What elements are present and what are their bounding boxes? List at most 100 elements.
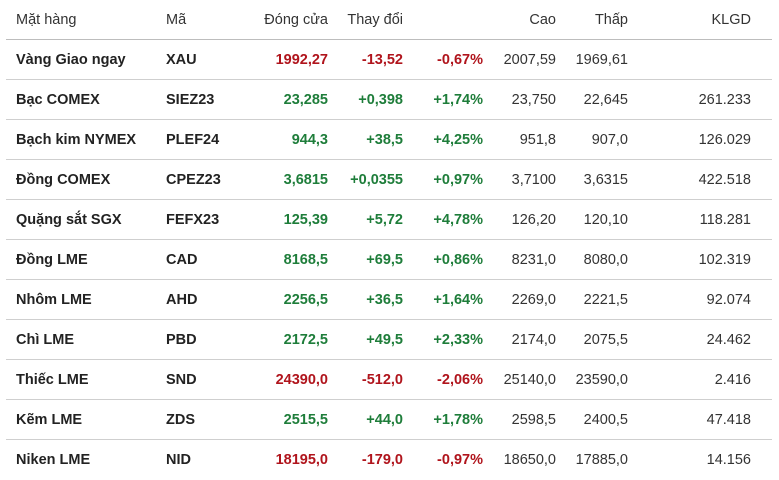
price-change: +36,5 <box>366 291 403 308</box>
commodity-name: Kẽm LME <box>16 411 83 428</box>
trade-volume: 24.462 <box>706 331 751 348</box>
trade-volume: 92.074 <box>706 291 751 308</box>
high-price: 2269,0 <box>511 291 556 308</box>
close-price: 2172,5 <box>283 331 328 348</box>
price-change: +38,5 <box>366 131 403 148</box>
price-change: -512,0 <box>361 371 403 388</box>
close-price: 24390,0 <box>275 371 328 388</box>
trade-volume: 102.319 <box>698 251 751 268</box>
price-change-pct: +4,25% <box>433 131 483 148</box>
low-price: 120,10 <box>583 211 628 228</box>
low-price: 2400,5 <box>583 411 628 428</box>
table-row[interactable]: Vàng Giao ngay XAU 1992,27 -13,52 -0,67% 2007… <box>6 40 772 80</box>
header-close[interactable]: Đóng cửa <box>264 11 328 28</box>
price-change-pct: +0,86% <box>433 251 483 268</box>
commodity-name: Nhôm LME <box>16 291 92 308</box>
table-row[interactable]: Đồng LME CAD 8168,5 +69,5 +0,86% 8231,0 8080,0… <box>6 240 772 280</box>
low-price: 1969,61 <box>575 51 628 68</box>
table-row[interactable]: Niken LME NID 18195,0 -179,0 -0,97% 18650,0 17… <box>6 440 772 480</box>
commodity-code: PBD <box>166 331 197 348</box>
price-change-pct: -0,67% <box>437 51 483 68</box>
commodity-code: AHD <box>166 291 198 308</box>
close-price: 2515,5 <box>283 411 328 428</box>
price-change-pct: +4,78% <box>433 211 483 228</box>
close-price: 23,285 <box>283 91 328 108</box>
commodity-price-table: Mặt hàng Mã Đóng cửa Thay đổi Cao Thấp K… <box>6 0 772 480</box>
high-price: 23,750 <box>511 91 556 108</box>
commodity-code: PLEF24 <box>166 131 220 148</box>
table-row[interactable]: Nhôm LME AHD 2256,5 +36,5 +1,64% 2269,0 2221,5… <box>6 280 772 320</box>
price-change-pct: +1,64% <box>433 291 483 308</box>
table-row[interactable]: Thiếc LME SND 24390,0 -512,0 -2,06% 25140,0 23… <box>6 360 772 400</box>
trade-volume: 2.416 <box>714 371 751 388</box>
price-change: +69,5 <box>366 251 403 268</box>
price-change-pct: +1,74% <box>433 91 483 108</box>
commodity-name: Đồng LME <box>16 251 88 268</box>
close-price: 2256,5 <box>283 291 328 308</box>
trade-volume: 422.518 <box>698 171 751 188</box>
price-change: +0,398 <box>358 91 403 108</box>
low-price: 3,6315 <box>583 171 628 188</box>
close-price: 1992,27 <box>275 51 328 68</box>
commodity-name: Niken LME <box>16 452 91 468</box>
trade-volume: 118.281 <box>699 211 751 228</box>
trade-volume: 47.418 <box>706 411 751 428</box>
commodity-name: Bạch kim NYMEX <box>16 131 137 148</box>
low-price: 907,0 <box>591 131 628 148</box>
table-row[interactable]: Quặng sắt SGX FEFX23 125,39 +5,72 +4,78% 126,… <box>6 200 772 240</box>
high-price: 18650,0 <box>503 452 556 468</box>
table-row[interactable]: Bạch kim NYMEX PLEF24 944,3 +38,5 +4,25% 951,… <box>6 120 772 160</box>
header-name[interactable]: Mặt hàng <box>16 11 77 28</box>
close-price: 944,3 <box>291 131 328 148</box>
price-change-pct: -2,06% <box>437 371 483 388</box>
commodity-name: Vàng Giao ngay <box>16 51 126 68</box>
commodity-code: CPEZ23 <box>166 171 221 188</box>
table-row[interactable]: Kẽm LME ZDS 2515,5 +44,0 +1,78% 2598,5 2400,5 4… <box>6 400 772 440</box>
price-change: +0,0355 <box>350 171 403 188</box>
commodity-code: NID <box>166 452 191 468</box>
price-change-pct: +1,78% <box>433 411 483 428</box>
price-change: +44,0 <box>366 411 403 428</box>
table-row[interactable]: Chì LME PBD 2172,5 +49,5 +2,33% 2174,0 2075,5 2… <box>6 320 772 360</box>
price-change-pct: +0,97% <box>433 171 483 188</box>
commodity-name: Đồng COMEX <box>16 171 111 188</box>
high-price: 3,7100 <box>511 171 556 188</box>
commodity-code: FEFX23 <box>166 211 220 228</box>
low-price: 17885,0 <box>575 452 628 468</box>
header-change[interactable]: Thay đổi <box>347 11 403 28</box>
price-change: -179,0 <box>361 452 403 468</box>
table-row[interactable]: Đồng COMEX CPEZ23 3,6815 +0,0355 +0,97% 3,710… <box>6 160 772 200</box>
table-row[interactable]: Bạc COMEX SIEZ23 23,285 +0,398 +1,74% 23,750 2… <box>6 80 772 120</box>
high-price: 2174,0 <box>511 331 556 348</box>
low-price: 22,645 <box>583 91 628 108</box>
header-volume[interactable]: KLGD <box>711 11 752 28</box>
table-header: Mặt hàng Mã Đóng cửa Thay đổi Cao Thấp K… <box>6 0 772 40</box>
header-code[interactable]: Mã <box>166 11 187 28</box>
commodity-code: ZDS <box>166 411 195 428</box>
commodity-name: Thiếc LME <box>16 371 89 388</box>
commodity-name: Bạc COMEX <box>16 91 100 108</box>
low-price: 2221,5 <box>583 291 628 308</box>
price-change-pct: -0,97% <box>437 452 483 468</box>
price-change: +5,72 <box>366 211 403 228</box>
commodity-name: Quặng sắt SGX <box>16 211 122 228</box>
high-price: 2007,59 <box>503 51 556 68</box>
header-low[interactable]: Thấp <box>594 11 628 28</box>
high-price: 2598,5 <box>511 411 556 428</box>
low-price: 8080,0 <box>583 251 628 268</box>
trade-volume: 261.233 <box>698 91 751 108</box>
commodity-name: Chì LME <box>16 331 74 348</box>
low-price: 23590,0 <box>575 371 628 388</box>
close-price: 18195,0 <box>275 452 328 468</box>
commodity-code: SND <box>166 371 197 388</box>
price-change: -13,52 <box>361 51 403 68</box>
header-high[interactable]: Cao <box>529 11 556 28</box>
commodity-code: XAU <box>166 51 197 68</box>
price-change: +49,5 <box>366 331 403 348</box>
trade-volume: 14.156 <box>706 452 751 468</box>
commodity-code: SIEZ23 <box>166 91 215 108</box>
table-body: Vàng Giao ngay XAU 1992,27 -13,52 -0,67% 2007… <box>6 40 772 480</box>
low-price: 2075,5 <box>583 331 628 348</box>
trade-volume: 126.029 <box>698 131 751 148</box>
high-price: 951,8 <box>519 131 556 148</box>
